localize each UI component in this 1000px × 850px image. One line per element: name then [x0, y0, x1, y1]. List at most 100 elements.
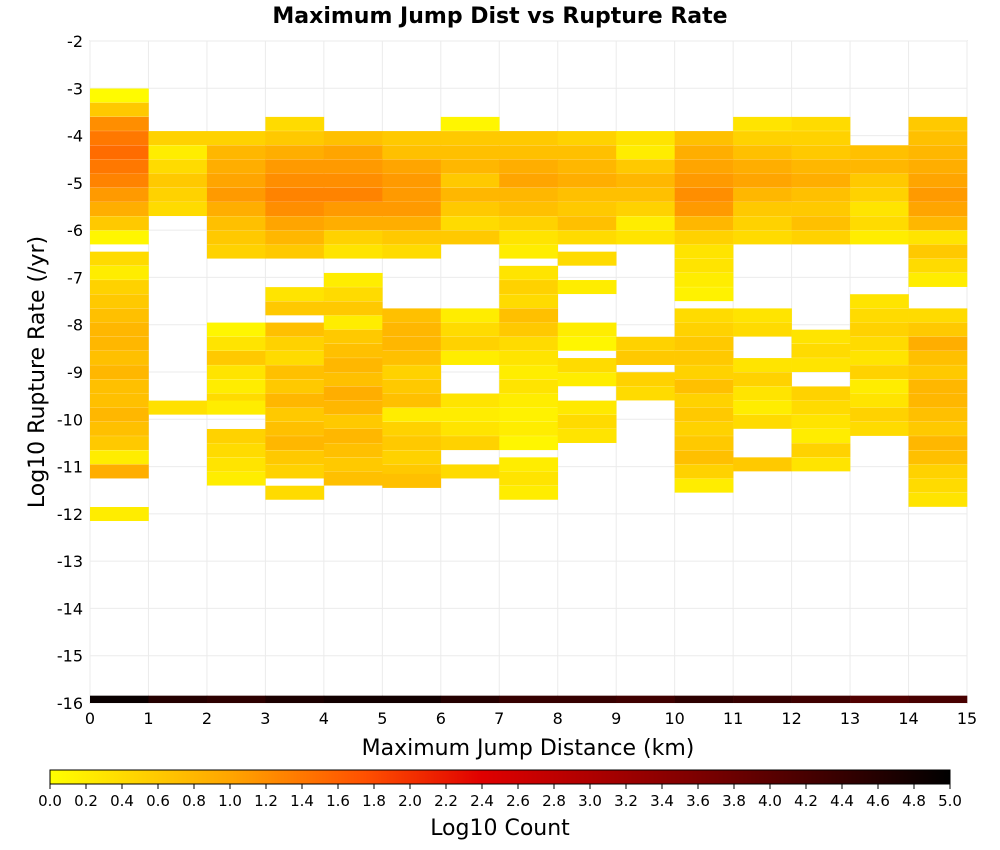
y-axis-label: Log10 Rupture Rate (/yr)	[25, 236, 50, 508]
heatmap-cell	[323, 386, 383, 401]
heatmap-cell	[850, 322, 909, 337]
heatmap-cell	[499, 336, 559, 351]
heatmap-cell	[382, 350, 442, 365]
y-tick-label: -11	[57, 458, 83, 477]
heatmap-cell	[499, 457, 559, 472]
x-tick-label: 3	[260, 709, 270, 728]
heatmap-cell	[557, 400, 617, 415]
colorbar-tick-label: 4.0	[758, 792, 782, 810]
x-tick-label: 7	[494, 709, 504, 728]
heatmap-cell	[440, 308, 500, 323]
bottom-row-cell	[382, 695, 442, 703]
heatmap-cell	[791, 145, 851, 160]
x-axis-ticks: 0 1 2 3 4 5 6 7 8 9 10 11 12 13 14 15	[85, 709, 977, 728]
heatmap-cell	[791, 443, 851, 458]
heatmap-cell	[440, 159, 500, 174]
heatmap-cell	[148, 173, 208, 188]
x-tick-label: 0	[85, 709, 95, 728]
heatmap-cell	[265, 322, 325, 337]
heatmap-cell	[265, 187, 325, 202]
heatmap-cell	[791, 116, 851, 131]
heatmap-cell	[616, 173, 675, 188]
heatmap-cell	[382, 365, 442, 380]
heatmap-cells	[90, 88, 968, 522]
heatmap-cell	[323, 287, 383, 302]
heatmap-cell	[674, 202, 734, 217]
heatmap-cell	[206, 131, 266, 146]
colorbar-tick-label: 4.6	[866, 792, 890, 810]
heatmap-cell	[499, 230, 559, 245]
bottom-row-cell	[440, 695, 500, 703]
heatmap-cell	[206, 400, 266, 415]
heatmap-cell	[733, 400, 792, 415]
heatmap-cell	[206, 159, 266, 174]
heatmap-cell	[733, 414, 792, 429]
heatmap-cell	[90, 336, 149, 351]
heatmap-cell	[557, 336, 617, 351]
heatmap-cell	[90, 308, 149, 323]
heatmap-cell	[674, 336, 734, 351]
heatmap-cell	[148, 159, 208, 174]
heatmap-cell	[265, 244, 325, 259]
heatmap-cell	[733, 322, 792, 337]
heatmap-cell	[791, 414, 851, 429]
heatmap-cell	[850, 230, 909, 245]
heatmap-cell	[440, 145, 500, 160]
heatmap-cell	[440, 350, 500, 365]
heatmap-cell	[90, 450, 149, 465]
heatmap-cell	[382, 379, 442, 394]
heatmap-cell	[323, 372, 383, 387]
heatmap-cell	[382, 131, 442, 146]
heatmap-cell	[908, 350, 968, 365]
heatmap-cell	[733, 230, 792, 245]
heatmap-cell	[850, 202, 909, 217]
heatmap-cell	[499, 436, 559, 451]
bottom-row-cell	[908, 695, 968, 703]
heatmap-cell	[616, 230, 675, 245]
heatmap-cell	[90, 173, 149, 188]
heatmap-cell	[323, 358, 383, 373]
heatmap-cell	[382, 244, 442, 259]
heatmap-cell	[265, 379, 325, 394]
heatmap-cell	[674, 421, 734, 436]
heatmap-cell	[440, 230, 500, 245]
heatmap-cell	[791, 216, 851, 231]
heatmap-cell	[206, 145, 266, 160]
x-tick-label: 10	[664, 709, 684, 728]
heatmap-cell	[674, 216, 734, 231]
heatmap-cell	[733, 358, 792, 373]
heatmap-cell	[499, 216, 559, 231]
heatmap-cell	[323, 471, 383, 486]
heatmap-cell	[206, 322, 266, 337]
heatmap-cell	[382, 202, 442, 217]
colorbar-tick-label: 1.6	[326, 792, 350, 810]
heatmap-cell	[206, 173, 266, 188]
heatmap-cell	[90, 187, 149, 202]
colorbar-tick-label: 0.8	[182, 792, 206, 810]
heatmap-cell	[557, 202, 617, 217]
heatmap-cell	[206, 471, 266, 486]
heatmap-cell	[265, 450, 325, 465]
heatmap-cell	[499, 407, 559, 422]
heatmap-cell	[850, 393, 909, 408]
heatmap-cell	[499, 365, 559, 380]
heatmap-cell	[791, 159, 851, 174]
heatmap-cell	[265, 301, 325, 316]
heatmap-cell	[265, 145, 325, 160]
heatmap-cell	[674, 450, 734, 465]
bottom-row-cell	[850, 695, 909, 703]
heatmap-cell	[908, 173, 968, 188]
colorbar-tick-label: 5.0	[938, 792, 962, 810]
heatmap-cell	[499, 393, 559, 408]
heatmap-cell	[382, 187, 442, 202]
heatmap-cell	[90, 131, 149, 146]
heatmap-cell	[382, 421, 442, 436]
heatmap-cell	[499, 265, 559, 280]
colorbar-tick-label: 0.4	[110, 792, 134, 810]
y-tick-label: -16	[57, 694, 83, 713]
heatmap-cell	[440, 131, 500, 146]
heatmap-cell	[265, 202, 325, 217]
heatmap-cell	[908, 187, 968, 202]
heatmap-cell	[908, 336, 968, 351]
heatmap-cell	[206, 244, 266, 259]
